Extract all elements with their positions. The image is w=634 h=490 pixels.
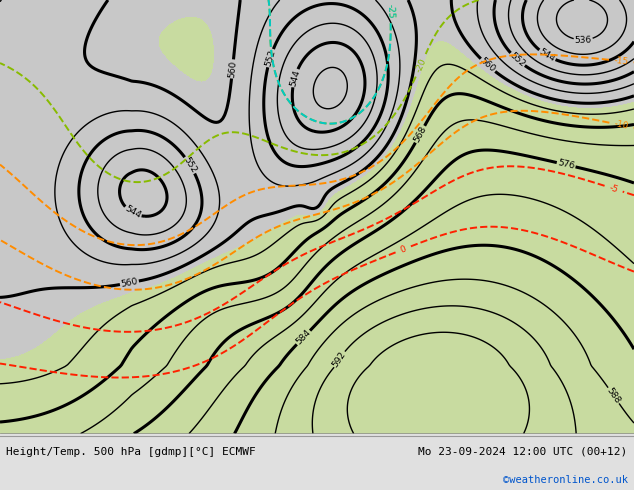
Text: 584: 584 [294, 328, 313, 347]
Text: 560: 560 [120, 276, 139, 289]
Text: 560: 560 [479, 56, 497, 74]
Text: Height/Temp. 500 hPa [gdmp][°C] ECMWF: Height/Temp. 500 hPa [gdmp][°C] ECMWF [6, 447, 256, 457]
Text: ©weatheronline.co.uk: ©weatheronline.co.uk [503, 475, 628, 485]
Text: 588: 588 [605, 386, 622, 405]
Text: 544: 544 [288, 69, 301, 87]
Text: -20: -20 [414, 57, 428, 74]
Text: -25: -25 [385, 3, 395, 18]
Text: -25: -25 [385, 3, 395, 18]
Text: Mo 23-09-2024 12:00 UTC (00+12): Mo 23-09-2024 12:00 UTC (00+12) [418, 447, 628, 457]
Text: 552: 552 [508, 50, 527, 69]
Text: 552: 552 [182, 155, 198, 175]
Text: 0: 0 [399, 244, 407, 255]
Text: -15: -15 [614, 56, 629, 66]
Text: 592: 592 [331, 350, 348, 369]
Text: 568: 568 [412, 124, 428, 144]
Text: 544: 544 [538, 47, 557, 64]
Text: -10: -10 [613, 119, 630, 131]
Text: 544: 544 [123, 204, 143, 220]
Text: 536: 536 [574, 35, 592, 45]
Text: -5: -5 [608, 183, 619, 195]
Text: 552: 552 [264, 49, 277, 68]
Text: 576: 576 [557, 158, 576, 171]
Text: 560: 560 [227, 60, 238, 78]
